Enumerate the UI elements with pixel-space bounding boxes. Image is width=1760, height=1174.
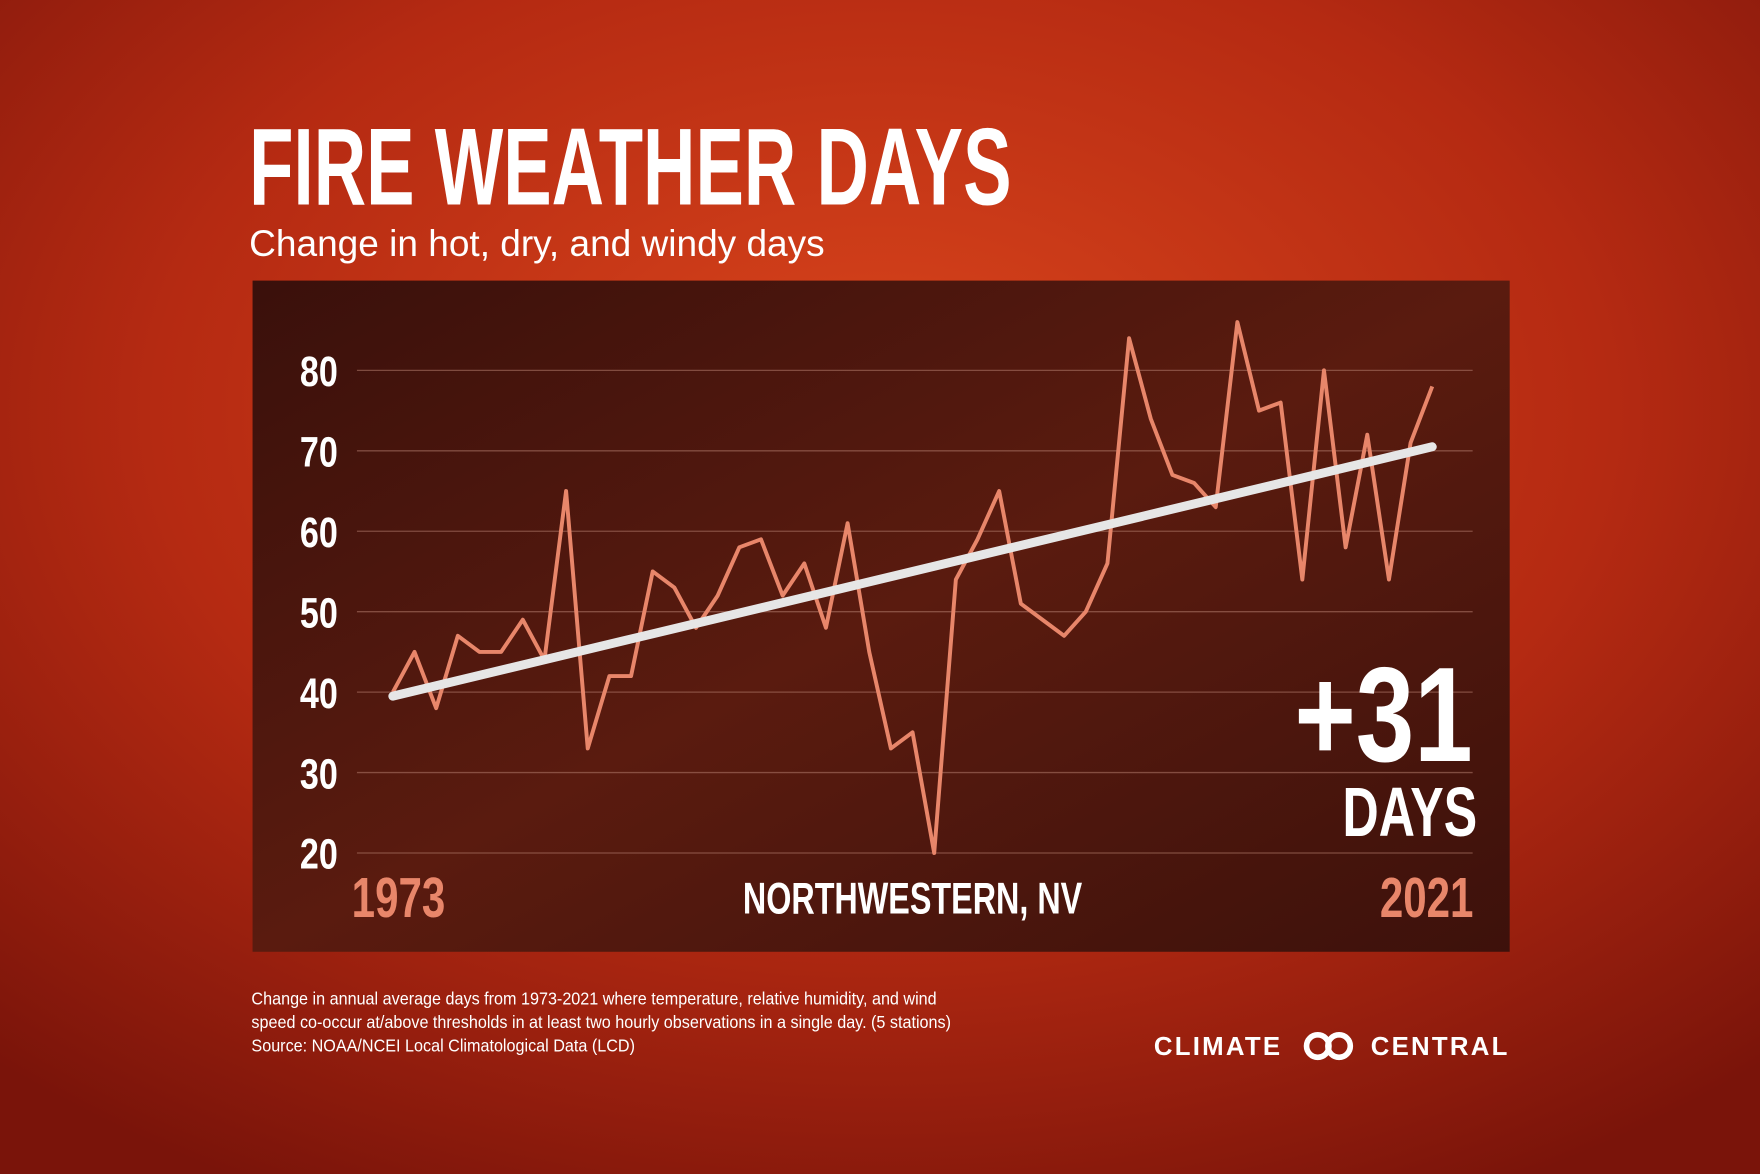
y-tick-label: 40 — [300, 670, 338, 717]
annotation-value: +31 — [1294, 639, 1472, 790]
y-tick-label: 60 — [300, 509, 338, 556]
logo-icon — [1303, 1032, 1354, 1061]
chart-panel — [252, 280, 1510, 952]
y-tick-label: 20 — [300, 831, 338, 878]
y-tick-label: 50 — [300, 590, 338, 637]
data-line — [391, 320, 1435, 855]
y-tick-label: 80 — [300, 349, 338, 396]
annotation-unit: DAYS — [1343, 773, 1478, 851]
x-tick-label: 2021 — [1380, 866, 1474, 929]
chart-subtitle: Change in hot, dry, and windy days — [249, 222, 824, 264]
logo-text: CLIMATE — [1154, 1033, 1282, 1061]
x-tick-label: 1973 — [352, 866, 446, 929]
footnote: Change in annual average days from 1973-… — [251, 989, 936, 1009]
chart-title: FIRE WEATHER DAYS — [249, 105, 1011, 228]
y-tick-label: 70 — [300, 429, 338, 476]
y-tick-label: 30 — [300, 751, 338, 798]
location-label: NORTHWESTERN, NV — [743, 875, 1082, 924]
footnote: speed co-occur at/above thresholds in at… — [251, 1013, 951, 1033]
logo-text: CENTRAL — [1371, 1033, 1510, 1061]
footnote: Source: NOAA/NCEI Local Climatological D… — [251, 1036, 635, 1056]
trend-line — [388, 442, 1437, 701]
